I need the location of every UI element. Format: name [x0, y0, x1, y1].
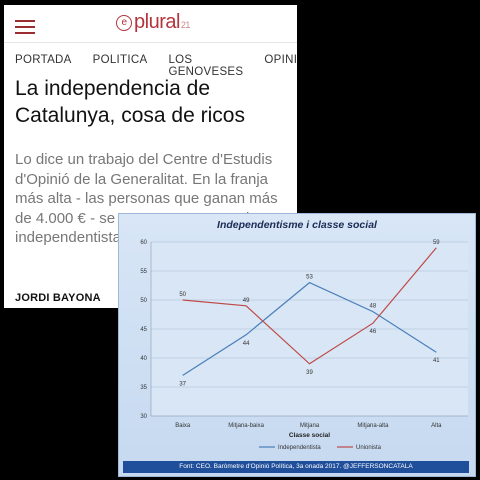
- article-author[interactable]: JORDI BAYONA: [15, 292, 101, 304]
- data-label: 37: [179, 381, 186, 387]
- data-label: 59: [433, 240, 440, 246]
- hamburger-menu-icon[interactable]: [15, 20, 35, 36]
- x-tick-label: Alta: [431, 423, 442, 429]
- x-tick-label: Mitjana-alta: [357, 423, 389, 429]
- nav-item-los-genoveses[interactable]: LOS GENOVESES: [168, 54, 244, 78]
- data-label: 46: [370, 329, 377, 335]
- nav-item-politica[interactable]: POLITICA: [92, 54, 148, 66]
- chart-title: Independentisme i classe social: [217, 219, 377, 231]
- article-card: e plural21 PORTADA POLITICA LOS GENOVESES…: [4, 5, 297, 308]
- data-label: 48: [370, 304, 377, 310]
- x-tick-label: Baixa: [175, 423, 191, 429]
- x-axis-label: Classe social: [289, 432, 330, 439]
- y-tick-label: 60: [140, 240, 147, 246]
- section-nav: PORTADA POLITICA LOS GENOVESES OPINIÓN: [15, 54, 297, 78]
- data-label: 44: [243, 341, 250, 347]
- y-tick-label: 30: [140, 414, 147, 420]
- data-label: 41: [433, 358, 440, 364]
- series-line-unionista: [182, 247, 437, 365]
- nav-item-portada[interactable]: PORTADA: [15, 54, 72, 66]
- x-tick-label: Mitjana-baixa: [228, 423, 264, 429]
- y-tick-label: 55: [140, 269, 147, 275]
- data-label: 49: [243, 298, 250, 304]
- chart-source-footer: Font: CEO. Baròmetre d'Opinió Política, …: [123, 461, 469, 473]
- site-logo[interactable]: e plural21: [116, 11, 190, 34]
- nav-item-opinion[interactable]: OPINIÓN: [264, 54, 297, 66]
- y-tick-label: 35: [140, 385, 147, 391]
- chart-panel: 30 35 40 45 50 55 60 Baixa Mitjana-baixa Mitjana M…: [118, 213, 476, 477]
- data-label: 53: [306, 275, 313, 281]
- logo-mark-icon: e: [116, 14, 132, 31]
- line-chart: 30 35 40 45 50 55 60 Baixa Mitjana-baixa Mitjana M…: [140, 240, 468, 451]
- data-label: 39: [306, 370, 313, 376]
- y-tick-label: 40: [140, 356, 147, 362]
- article-headline[interactable]: La independencia de Catalunya, cosa de r…: [15, 77, 245, 127]
- series-line-independentista: [182, 281, 437, 376]
- header-divider: [4, 42, 297, 43]
- x-tick-label: Mitjana: [300, 423, 320, 429]
- data-label: 50: [179, 292, 186, 298]
- y-tick-label: 45: [140, 327, 147, 333]
- legend-label: Independentista: [278, 445, 321, 451]
- y-tick-label: 50: [140, 298, 147, 304]
- legend-label: Unionista: [356, 445, 382, 451]
